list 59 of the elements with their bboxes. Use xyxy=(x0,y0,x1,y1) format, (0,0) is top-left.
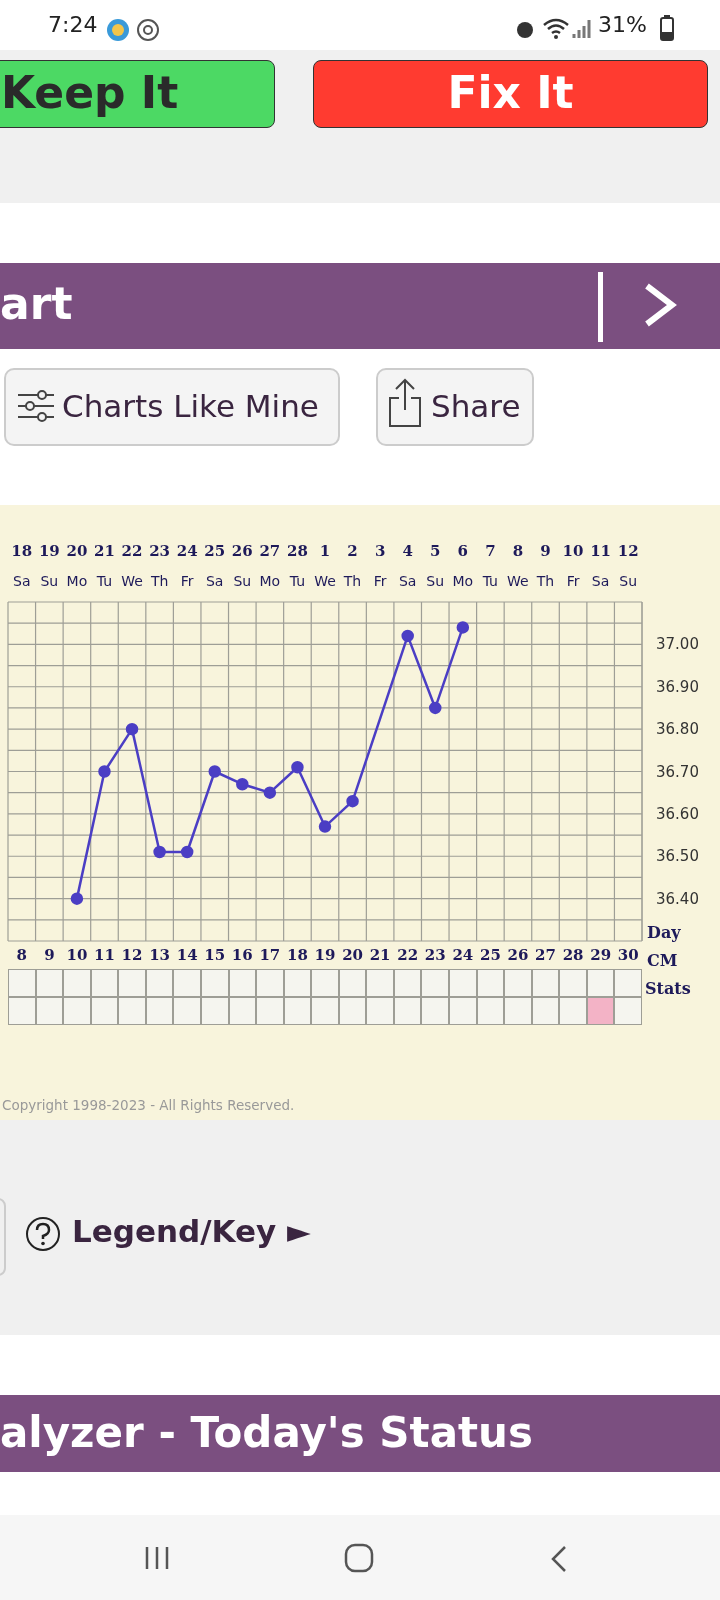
text: Keep It xyxy=(0,60,275,128)
y-tick-label: 36.90 xyxy=(656,677,699,696)
chart-title: art xyxy=(0,278,73,329)
point xyxy=(346,794,359,808)
point xyxy=(153,845,166,859)
x-tick-label: 26 xyxy=(507,945,529,964)
text: 18 19 20 21 22 23 24 25 26 27 28 1 2 3 4 5 6 7 8 9 10 11 12 xyxy=(11,542,639,560)
x-tick-label: 25 xyxy=(479,945,501,964)
point xyxy=(318,820,332,833)
x-tick-label: 14 xyxy=(176,945,198,964)
x-tick-label: 30 xyxy=(617,945,639,964)
x-tick-label: 24 xyxy=(452,945,474,964)
x-tick-label: 29 xyxy=(590,945,612,964)
point xyxy=(291,761,304,774)
x-tick-label: 11 xyxy=(94,945,115,964)
point xyxy=(401,629,414,643)
x-tick-label: 13 xyxy=(149,945,171,964)
y-tick-label: 36.70 xyxy=(656,762,699,781)
x-tick-label: 12 xyxy=(121,945,143,964)
text: Day xyxy=(647,923,681,942)
x-tick-label: 20 xyxy=(342,945,363,964)
x-tick-label: 27 xyxy=(535,945,556,964)
x-tick-label: 10 xyxy=(66,945,88,964)
y-tick-label: 37.00 xyxy=(656,635,699,654)
text: Legend/Key ► xyxy=(72,1213,311,1249)
x-tick-label: 8 xyxy=(16,945,27,964)
text: Share xyxy=(431,388,521,424)
x-tick-label: 22 xyxy=(397,945,419,964)
x-tick-label: 23 xyxy=(424,945,446,964)
x-tick-label: 15 xyxy=(204,945,226,964)
text: CM xyxy=(647,951,678,970)
y-tick-label: 36.80 xyxy=(656,720,699,739)
text: Stats xyxy=(645,979,691,998)
x-tick-label: 18 xyxy=(287,945,308,964)
x-tick-label: 9 xyxy=(44,945,55,964)
y-tick-label: 36.50 xyxy=(656,847,699,866)
x-tick-label: 17 xyxy=(259,945,281,964)
point xyxy=(456,621,470,634)
text: 31% xyxy=(598,12,647,37)
text: Sa Su Mo Tu We Th Fr Sa Su Mo Tu We Th Fr Sa Su Mo Tu We Th Fr Sa Su xyxy=(13,573,638,589)
x-tick-label: 28 xyxy=(562,945,584,964)
text: Copyright 1998-2023 - All Rights Reserved. xyxy=(2,1097,295,1113)
point xyxy=(263,786,277,799)
text: Fix It xyxy=(313,60,708,128)
point xyxy=(429,701,442,715)
point xyxy=(125,722,139,736)
point xyxy=(70,892,84,905)
text: Charts Like Mine xyxy=(62,388,319,424)
point xyxy=(208,765,221,778)
x-tick-label: 19 xyxy=(314,945,336,964)
x-tick-label: 16 xyxy=(231,945,253,964)
text: 7:24 xyxy=(48,12,98,37)
point xyxy=(236,777,249,791)
text: alyzer - Today's Status xyxy=(0,1408,533,1457)
y-tick-label: 36.40 xyxy=(656,889,699,908)
point xyxy=(180,845,194,859)
y-tick-label: 36.60 xyxy=(656,804,699,823)
point xyxy=(98,765,111,778)
x-tick-label: 21 xyxy=(369,945,391,964)
